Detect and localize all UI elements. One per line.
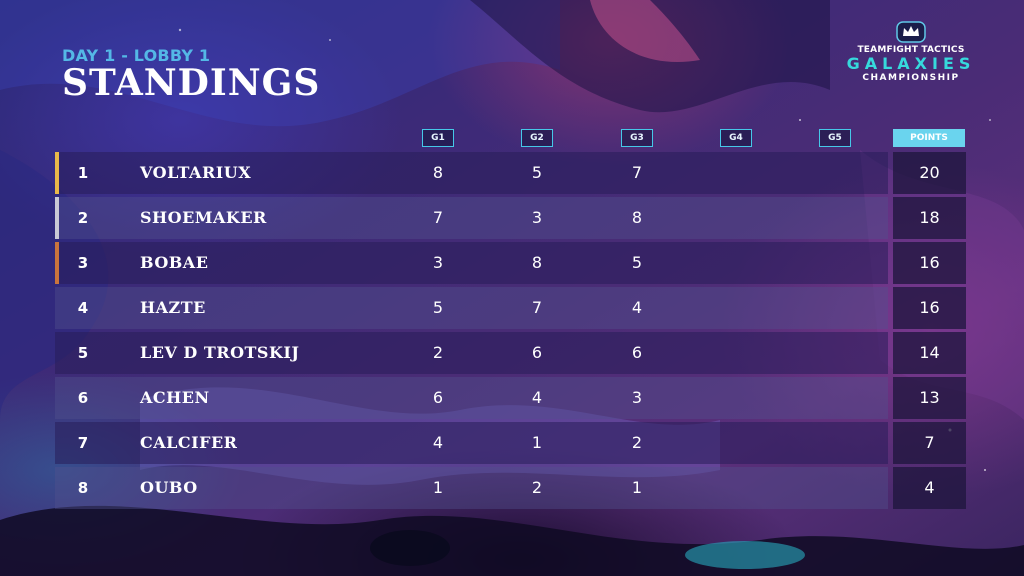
rank-number: 7: [77, 434, 89, 452]
player-name: LEV D TROTSKIJ: [140, 343, 300, 362]
rank-accent-bar: [55, 242, 59, 284]
total-points: 4: [893, 467, 966, 509]
game-2-placement: 3: [531, 208, 543, 227]
row-background: [55, 197, 888, 239]
game-1-placement: 1: [432, 478, 444, 497]
game-1-placement: 5: [432, 298, 444, 317]
page-title: STANDINGS: [62, 62, 321, 104]
table-row: 3 BOBAE 3 8 5 16: [55, 242, 966, 284]
rank-number: 6: [77, 389, 89, 407]
tournament-logo: TEAMFIGHT TACTICS GALAXIES CHAMPIONSHIP: [836, 20, 986, 110]
game-3-placement: 6: [631, 343, 643, 362]
header-g5: G5: [819, 129, 851, 147]
player-name: HAZTE: [140, 298, 206, 317]
game-1-placement: 6: [432, 388, 444, 407]
row-background: [55, 287, 888, 329]
player-name: OUBO: [140, 478, 198, 497]
total-points: 20: [893, 152, 966, 194]
game-1-placement: 7: [432, 208, 444, 227]
table-row: 7 CALCIFER 4 1 2 7: [55, 422, 966, 464]
header-g3: G3: [621, 129, 653, 147]
header-g4: G4: [720, 129, 752, 147]
table-row: 2 SHOEMAKER 7 3 8 18: [55, 197, 966, 239]
row-background: [55, 422, 888, 464]
rank-number: 1: [77, 164, 89, 182]
row-background: [55, 467, 888, 509]
table-row: 4 HAZTE 5 7 4 16: [55, 287, 966, 329]
game-3-placement: 7: [631, 163, 643, 182]
table-row: 6 ACHEN 6 4 3 13: [55, 377, 966, 419]
rank-number: 8: [77, 479, 89, 497]
game-2-placement: 1: [531, 433, 543, 452]
logo-bottom-text: CHAMPIONSHIP: [862, 73, 960, 83]
header-g1: G1: [422, 129, 454, 147]
rank-accent-bar: [55, 197, 59, 239]
game-3-placement: 2: [631, 433, 643, 452]
rank-number: 5: [77, 344, 89, 362]
game-3-placement: 5: [631, 253, 643, 272]
total-points: 13: [893, 377, 966, 419]
player-name: ACHEN: [140, 388, 210, 407]
game-2-placement: 4: [531, 388, 543, 407]
game-2-placement: 2: [531, 478, 543, 497]
rank-number: 2: [77, 209, 89, 227]
player-name: SHOEMAKER: [140, 208, 267, 227]
game-3-placement: 3: [631, 388, 643, 407]
game-1-placement: 3: [432, 253, 444, 272]
logo-main-text: GALAXIES: [846, 54, 976, 73]
rank-number: 3: [77, 254, 89, 272]
page-header: DAY 1 - LOBBY 1 STANDINGS: [62, 46, 320, 102]
player-name: CALCIFER: [140, 433, 238, 452]
rank-number: 4: [77, 299, 89, 317]
header-g2: G2: [521, 129, 553, 147]
total-points: 16: [893, 242, 966, 284]
lobby-subtitle: DAY 1 - LOBBY 1: [62, 46, 211, 65]
game-1-placement: 8: [432, 163, 444, 182]
logo-top-text: TEAMFIGHT TACTICS: [857, 45, 965, 55]
total-points: 18: [893, 197, 966, 239]
game-3-placement: 8: [631, 208, 643, 227]
row-background: [55, 242, 888, 284]
table-row: 5 LEV D TROTSKIJ 2 6 6 14: [55, 332, 966, 374]
table-row: 8 OUBO 1 2 1 4: [55, 467, 966, 509]
game-1-placement: 4: [432, 433, 444, 452]
row-background: [55, 332, 888, 374]
total-points: 16: [893, 287, 966, 329]
crown-emblem-icon: [896, 21, 926, 43]
table-row: 1 VOLTARIUX 8 5 7 20: [55, 152, 966, 194]
player-name: VOLTARIUX: [140, 163, 252, 182]
row-background: [55, 152, 888, 194]
header-points: POINTS: [893, 129, 965, 147]
game-2-placement: 7: [531, 298, 543, 317]
row-background: [55, 377, 888, 419]
game-2-placement: 6: [531, 343, 543, 362]
game-2-placement: 8: [531, 253, 543, 272]
total-points: 14: [893, 332, 966, 374]
game-2-placement: 5: [531, 163, 543, 182]
game-1-placement: 2: [432, 343, 444, 362]
game-3-placement: 4: [631, 298, 643, 317]
rank-accent-bar: [55, 152, 59, 194]
player-name: BOBAE: [140, 253, 209, 272]
game-3-placement: 1: [631, 478, 643, 497]
total-points: 7: [893, 422, 966, 464]
